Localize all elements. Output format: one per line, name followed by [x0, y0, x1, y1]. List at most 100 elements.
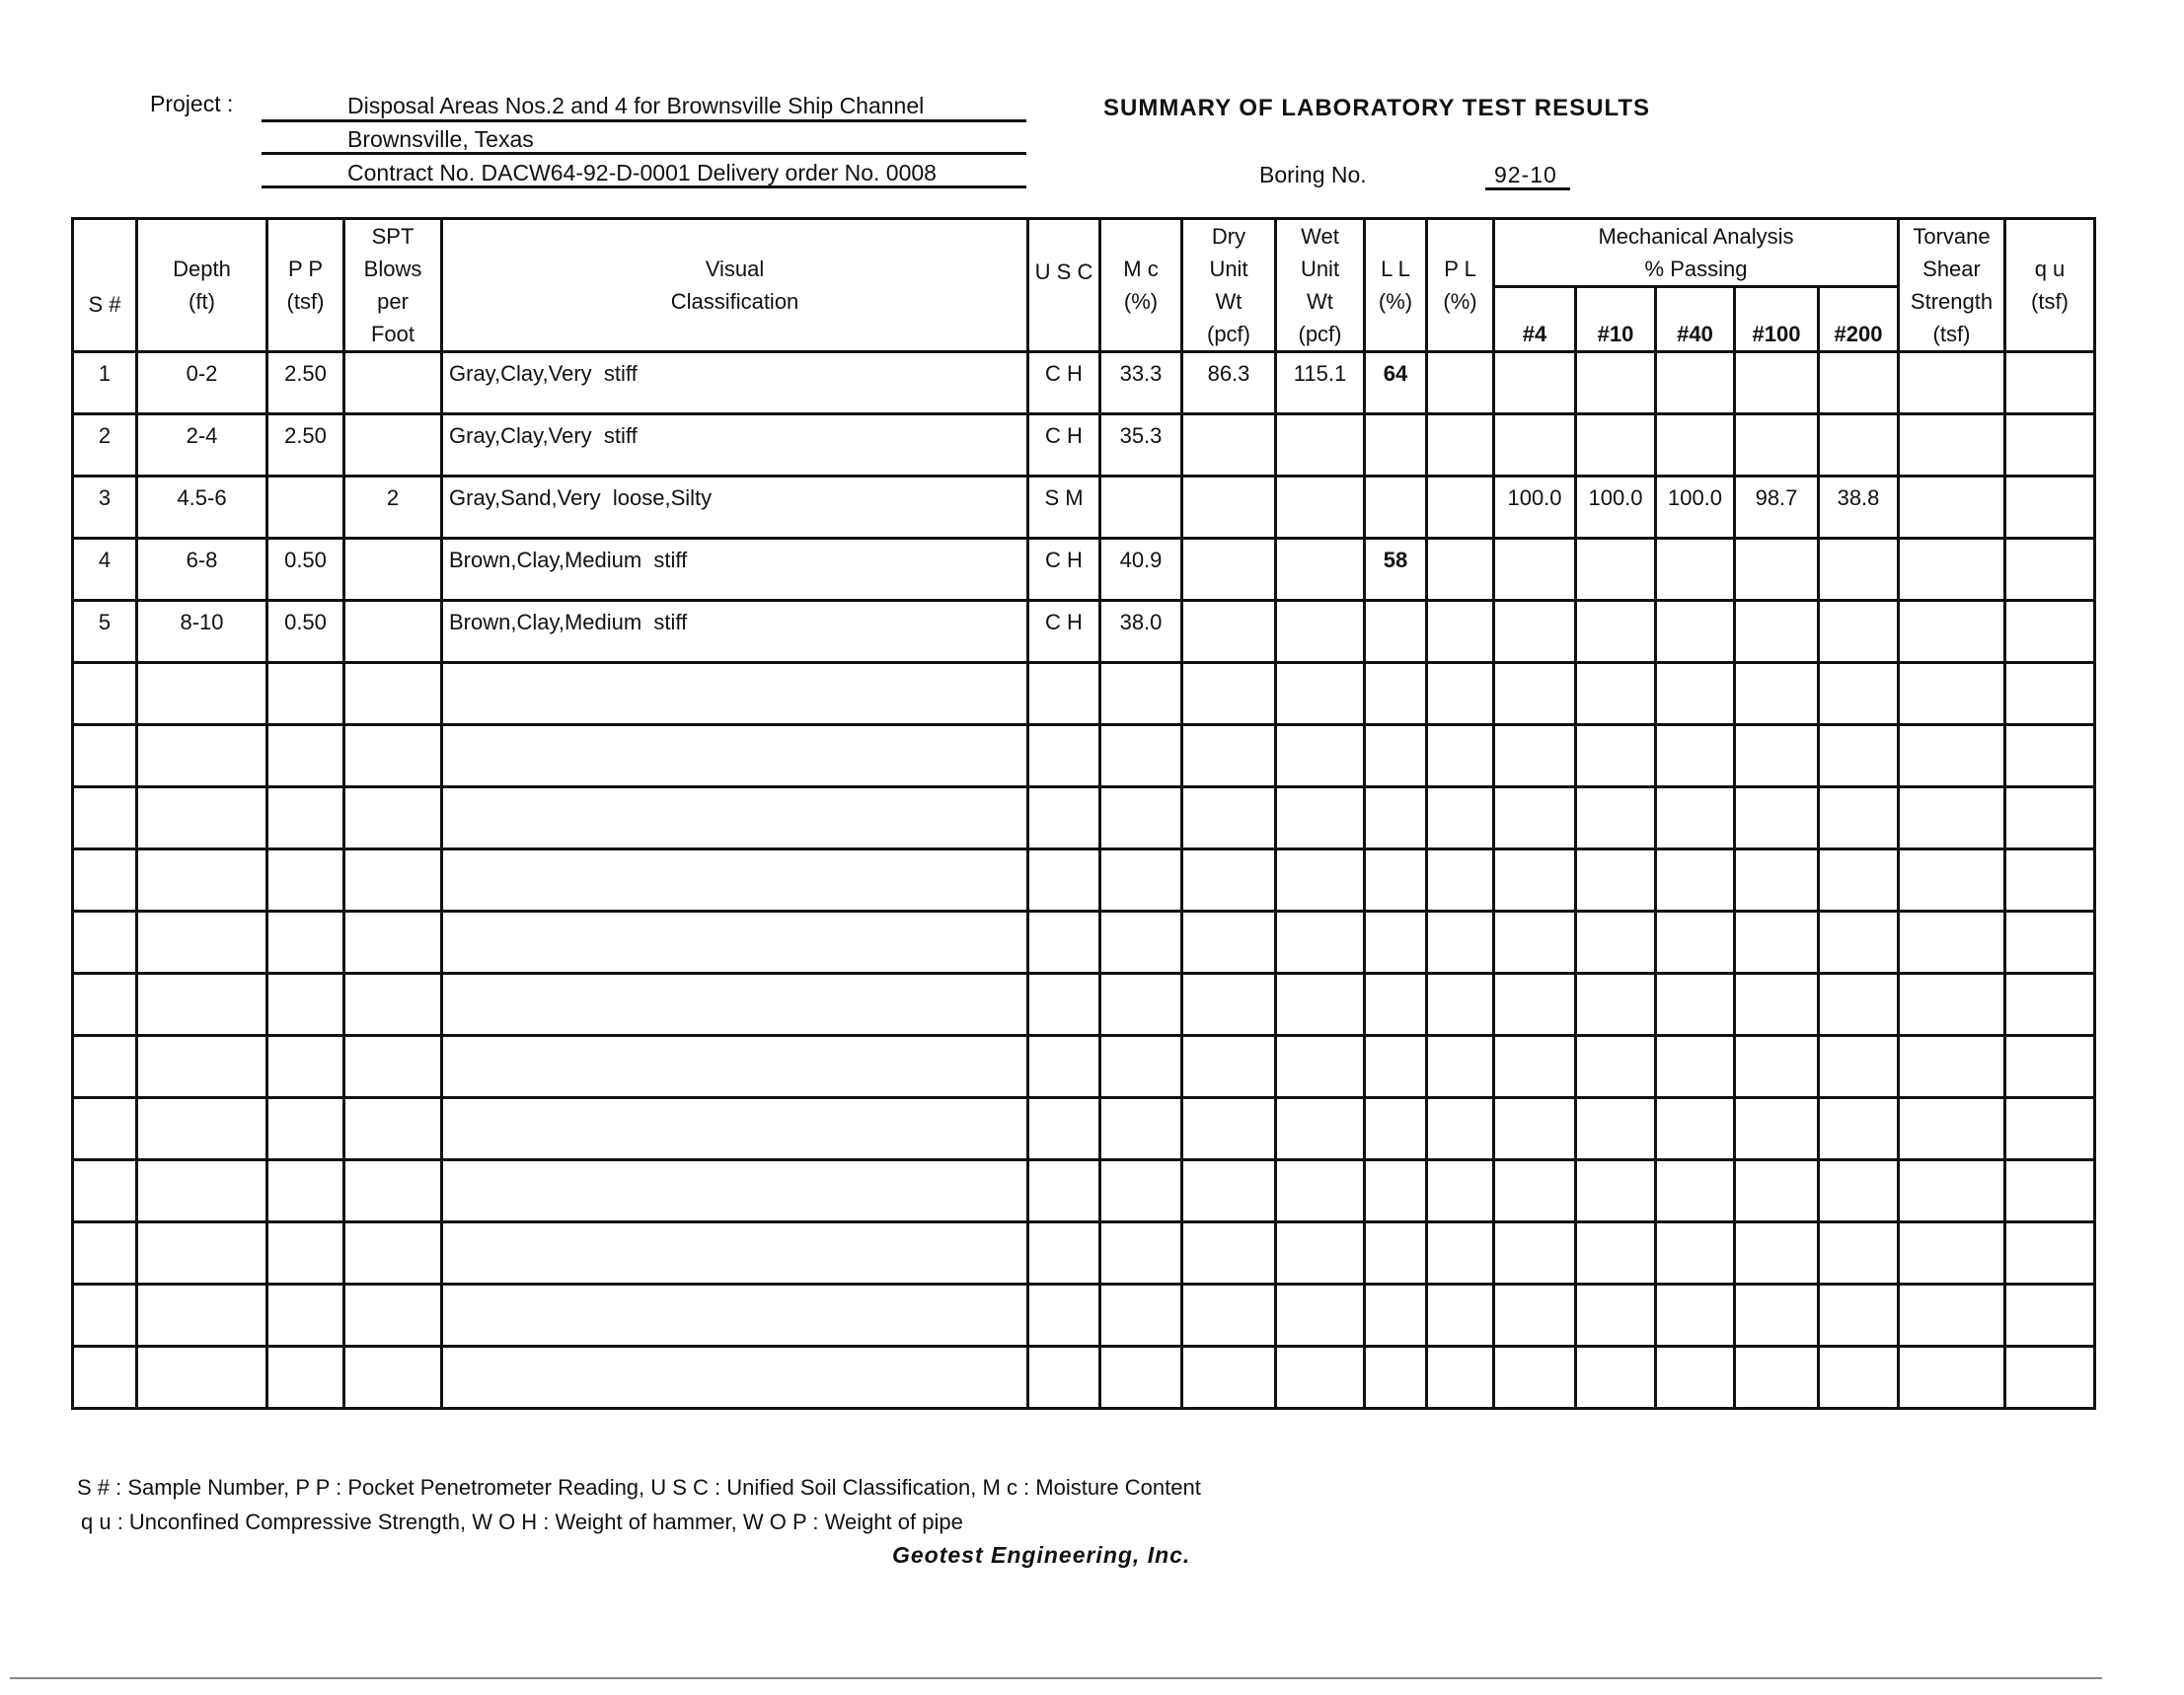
- empty-cell: [1492, 1158, 1577, 1223]
- table-row: 5 8-10 0.50 Brown,Clay,Medium stiff C H 38.0: [71, 599, 2096, 664]
- header-line: (tsf): [1932, 322, 1971, 346]
- col-pl: P L (%): [1425, 217, 1495, 353]
- cell-sample: 3: [71, 475, 138, 540]
- empty-cell: [1098, 848, 1183, 913]
- empty-cell: [135, 661, 268, 726]
- empty-cell: [1180, 1220, 1277, 1286]
- cell-usc: C H: [1026, 599, 1101, 664]
- header-line: M c: [1123, 257, 1159, 281]
- col-sieve: #40: [1654, 285, 1736, 353]
- empty-cell: [1733, 1034, 1820, 1099]
- cell-dry: [1180, 599, 1277, 664]
- empty-cell: [440, 661, 1029, 726]
- empty-row: [71, 661, 2096, 726]
- empty-row: [71, 785, 2096, 850]
- cell-torvane: [1897, 475, 2006, 540]
- empty-row: [71, 1158, 2096, 1223]
- empty-cell: [265, 848, 345, 913]
- empty-cell: [265, 661, 345, 726]
- cell-mc: 35.3: [1098, 412, 1183, 478]
- cell-qu: [2003, 350, 2096, 415]
- empty-cell: [71, 785, 138, 850]
- cell-spt: [342, 412, 443, 478]
- header-text: U S C: [1034, 259, 1093, 284]
- empty-cell: [2003, 723, 2096, 788]
- empty-cell: [440, 723, 1029, 788]
- boring-label: Boring No.: [1259, 162, 1367, 187]
- cell-qu: [2003, 412, 2096, 478]
- empty-cell: [1098, 1096, 1183, 1161]
- cell-depth: 0-2: [135, 350, 268, 415]
- empty-cell: [1363, 723, 1428, 788]
- header-line: (ft): [188, 289, 215, 314]
- empty-cell: [1026, 972, 1101, 1037]
- empty-cell: [342, 1345, 443, 1410]
- cell-sieve: [1733, 599, 1820, 664]
- project-line-2: Brownsville, Texas: [347, 126, 534, 152]
- cell-sieve: [1574, 412, 1657, 478]
- header-line: (%): [1443, 289, 1477, 314]
- empty-cell: [1098, 1345, 1183, 1410]
- project-line-1: Disposal Areas Nos.2 and 4 for Brownsvil…: [347, 93, 925, 118]
- cell-depth: 4.5-6: [135, 475, 268, 540]
- empty-cell: [1026, 848, 1101, 913]
- empty-cell: [1180, 1034, 1277, 1099]
- cell-spt: [342, 599, 443, 664]
- empty-cell: [135, 910, 268, 975]
- empty-cell: [1897, 785, 2006, 850]
- empty-cell: [1817, 910, 1900, 975]
- empty-cell: [2003, 661, 2096, 726]
- cell-sieve: 98.7: [1733, 475, 1820, 540]
- underline: [262, 152, 1026, 155]
- empty-cell: [1180, 848, 1277, 913]
- empty-cell: [2003, 1096, 2096, 1161]
- empty-cell: [1274, 723, 1366, 788]
- empty-cell: [1574, 1034, 1657, 1099]
- empty-cell: [1274, 1220, 1366, 1286]
- empty-cell: [1098, 1283, 1183, 1348]
- empty-cell: [1098, 1158, 1183, 1223]
- empty-cell: [1817, 1158, 1900, 1223]
- cell-pl: [1425, 475, 1495, 540]
- empty-cell: [1026, 1034, 1101, 1099]
- cell-sieve: [1574, 350, 1657, 415]
- empty-cell: [342, 1283, 443, 1348]
- col-pp: P P (tsf): [265, 217, 345, 353]
- empty-cell: [1363, 1283, 1428, 1348]
- empty-cell: [1733, 1345, 1820, 1410]
- empty-cell: [342, 848, 443, 913]
- empty-cell: [2003, 1220, 2096, 1286]
- cell-sieve: 100.0: [1654, 475, 1736, 540]
- empty-cell: [1574, 972, 1657, 1037]
- empty-cell: [1274, 1034, 1366, 1099]
- empty-cell: [1274, 972, 1366, 1037]
- cell-mc: 33.3: [1098, 350, 1183, 415]
- cell-sample: 2: [71, 412, 138, 478]
- table-row: 2 2-4 2.50 Gray,Clay,Very stiff C H 35.3: [71, 412, 2096, 478]
- empty-cell: [1574, 1158, 1657, 1223]
- cell-sieve: [1654, 599, 1736, 664]
- cell-depth: 6-8: [135, 537, 268, 602]
- empty-cell: [135, 972, 268, 1037]
- empty-cell: [1492, 1283, 1577, 1348]
- header-line: Wt: [1215, 289, 1243, 314]
- empty-cell: [1425, 661, 1495, 726]
- header-line: q u: [2034, 257, 2066, 281]
- empty-cell: [1098, 1034, 1183, 1099]
- empty-cell: [71, 1096, 138, 1161]
- empty-cell: [1574, 848, 1657, 913]
- cell-wet: [1274, 412, 1366, 478]
- cell-usc: S M: [1026, 475, 1101, 540]
- empty-cell: [342, 661, 443, 726]
- legend-line-1: S # : Sample Number, P P : Pocket Penetr…: [77, 1475, 1201, 1500]
- empty-cell: [1654, 785, 1736, 850]
- empty-cell: [135, 785, 268, 850]
- empty-cell: [2003, 910, 2096, 975]
- cell-pp: 0.50: [265, 537, 345, 602]
- cell-torvane: [1897, 599, 2006, 664]
- empty-cell: [1363, 1096, 1428, 1161]
- legend-line-2: q u : Unconfined Compressive Strength, W…: [81, 1510, 963, 1534]
- cell-sieve: 38.8: [1817, 475, 1900, 540]
- lab-results-table: S # Depth (ft) P P (tsf) SPT Blows per Foot Visua…: [71, 217, 2096, 1410]
- empty-cell: [135, 1158, 268, 1223]
